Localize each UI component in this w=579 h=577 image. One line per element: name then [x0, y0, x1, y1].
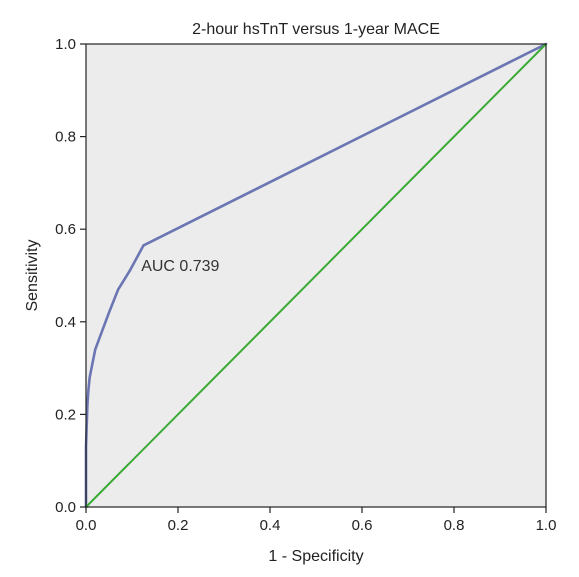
auc-annotation: AUC 0.739 — [141, 258, 219, 275]
data-point-s0-11 — [142, 244, 145, 247]
ticks-layer: 0.0 0.2 0.4 0.6 0.8 1.0 0.0 0.2 0.4 0.6 0.8 1.0 — [55, 36, 556, 534]
data-point-s0-10 — [128, 269, 131, 272]
y-tick-label: 1.0 — [55, 36, 76, 53]
data-point-s0-6 — [94, 348, 97, 351]
y-axis-title: Sensitivity — [24, 239, 41, 311]
y-tick-label: 0.0 — [55, 499, 76, 516]
x-tick-label: 1.0 — [536, 517, 557, 534]
x-tick-label: 0.8 — [444, 517, 465, 534]
data-point-s0-8 — [108, 311, 110, 314]
y-tick-label: 0.2 — [55, 406, 76, 423]
y-tick-label: 0.4 — [55, 314, 76, 331]
x-tick-label: 0.0 — [76, 517, 97, 534]
plot-frame — [85, 43, 547, 508]
annotation-layer: AUC 0.739 — [141, 258, 219, 275]
data-point-s0-9 — [117, 288, 120, 291]
data-point-s0-5 — [90, 367, 93, 369]
y-tick-label: 0.8 — [55, 129, 76, 146]
x-tick-label: 0.6 — [352, 517, 373, 534]
series-line-1 — [85, 43, 547, 508]
data-point-s0-4 — [88, 376, 91, 379]
chart-title: 2-hour hsTnT versus 1-year MACE — [192, 21, 440, 38]
data-point-s0-2 — [86, 404, 89, 407]
x-axis-title: 1 - Specificity — [268, 548, 363, 565]
y-tick-label: 0.6 — [55, 221, 76, 238]
data-point-s0-7 — [101, 330, 103, 332]
data-point-s0-3 — [87, 390, 90, 393]
x-tick-label: 0.4 — [260, 517, 281, 534]
x-tick-label: 0.2 — [168, 517, 189, 534]
